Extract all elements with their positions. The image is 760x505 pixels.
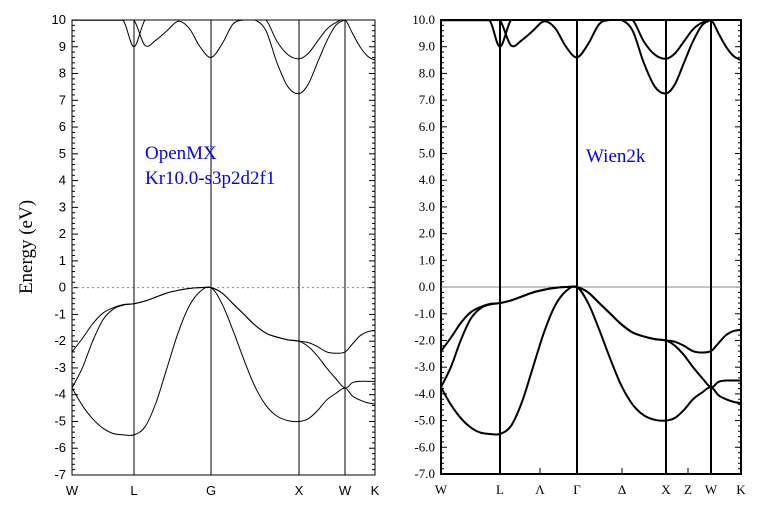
band-line-5 — [72, 20, 375, 95]
k-point-label: L — [130, 483, 137, 498]
k-point-label: W — [435, 482, 448, 497]
k-point-label: W — [66, 483, 79, 498]
left-y-axis-label: Energy (eV) — [16, 200, 37, 294]
y-tick-label: 6 — [59, 119, 66, 134]
left-annotation-line-1: OpenMX — [145, 143, 217, 164]
k-point-label: W — [705, 482, 718, 497]
y-tick-label: 3 — [59, 199, 66, 214]
band-line-2 — [441, 285, 741, 389]
y-tick-label: -2 — [54, 333, 66, 348]
y-tick-label: -7 — [54, 467, 66, 482]
y-tick-label: 10 — [52, 12, 66, 27]
k-point-label: K — [371, 483, 380, 498]
y-tick-label: 9 — [59, 39, 66, 54]
k-point-label: G — [206, 483, 216, 498]
y-tick-label: 7.0 — [419, 92, 435, 107]
y-tick-label: 5.0 — [419, 146, 435, 161]
band-line-2 — [72, 286, 375, 389]
k-point-label: Δ — [618, 482, 626, 497]
y-tick-label: 8 — [59, 66, 66, 81]
left-annotation-line-2: Kr10.0-s3p2d2f1 — [145, 168, 275, 189]
y-tick-label: -5 — [54, 413, 66, 428]
y-tick-label: -1.0 — [414, 306, 435, 321]
y-tick-label: 1 — [59, 253, 66, 268]
plot-frame — [440, 19, 742, 475]
y-tick-label: 6.0 — [419, 119, 435, 134]
band-line-5 — [441, 20, 741, 95]
y-tick-label: -6 — [54, 440, 66, 455]
band-line-4 — [441, 20, 741, 62]
y-tick-label: -1 — [54, 306, 66, 321]
k-point-label: K — [736, 482, 746, 497]
y-tick-label: 2.0 — [419, 226, 435, 241]
y-tick-label: 4.0 — [419, 172, 435, 187]
y-tick-label: 3.0 — [419, 199, 435, 214]
right-annotation: Wien2k — [586, 146, 646, 167]
y-tick-label: 5 — [59, 146, 66, 161]
y-tick-label: -3.0 — [414, 359, 435, 374]
y-tick-label: 2 — [59, 226, 66, 241]
right-panel: 10.0 9.0 8.0 7.0 6.0 5.0 4.0 3.0 2.0 1.0 0.0 -1.0 -2… — [412, 12, 746, 497]
y-tick-label: 9.0 — [419, 39, 435, 54]
band-line-3 — [72, 286, 375, 436]
band-line-3 — [441, 285, 741, 436]
y-tick-label: -5.0 — [414, 413, 435, 428]
k-point-label: W — [339, 483, 352, 498]
k-point-label: Λ — [535, 482, 545, 497]
y-tick-label: 4 — [59, 173, 66, 188]
y-tick-label: -6.0 — [414, 439, 435, 454]
y-tick-label: -7.0 — [414, 466, 435, 481]
y-tick-label: 7 — [59, 92, 66, 107]
y-tick-label: -2.0 — [414, 332, 435, 347]
plot-frame — [71, 19, 376, 476]
band-line-4 — [72, 20, 375, 61]
band-line-1 — [72, 286, 375, 389]
y-tick-label: 10.0 — [412, 12, 435, 27]
k-point-label: Γ — [573, 482, 581, 497]
k-point-label: X — [661, 482, 671, 497]
y-tick-label: 8.0 — [419, 65, 435, 80]
k-point-label: L — [496, 482, 504, 497]
y-tick-label: 1.0 — [419, 252, 435, 267]
k-point-label: Z — [684, 482, 692, 497]
k-point-label: X — [295, 483, 304, 498]
y-tick-label: -4 — [54, 387, 66, 402]
y-tick-label: 0 — [59, 280, 66, 295]
y-tick-label: -3 — [54, 360, 66, 375]
y-tick-label: 0.0 — [419, 279, 435, 294]
y-tick-label: -4.0 — [414, 386, 435, 401]
